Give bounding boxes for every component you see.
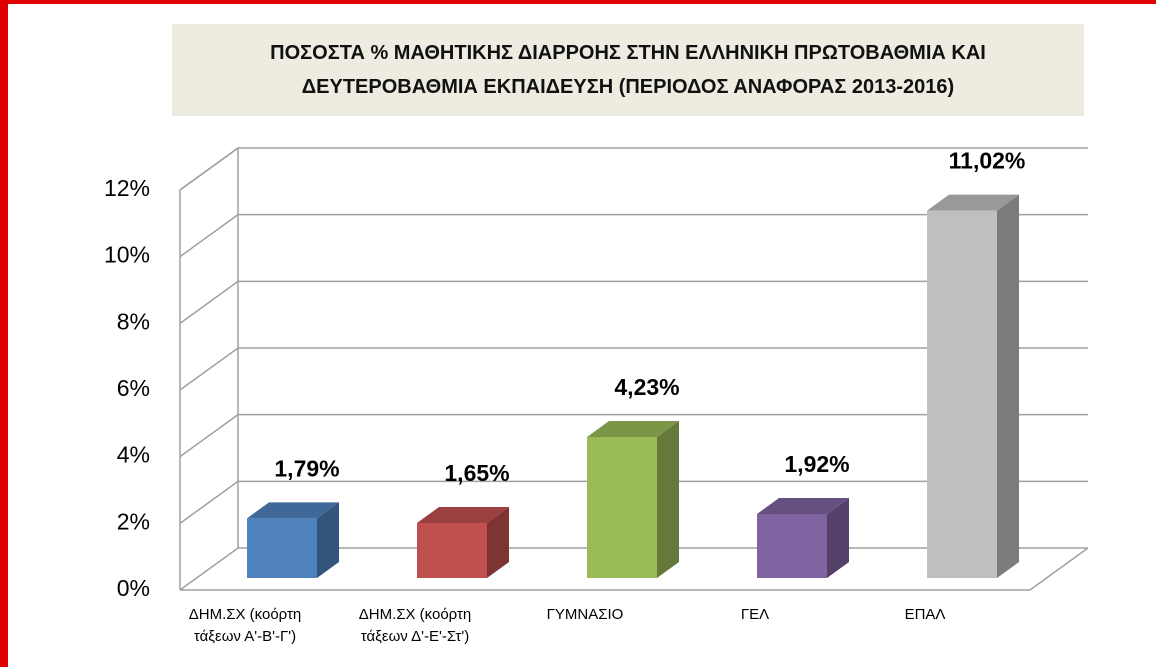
grid-line xyxy=(179,213,1088,258)
bar xyxy=(587,421,679,578)
y-tick-label: 6% xyxy=(117,375,150,401)
value-label: 1,65% xyxy=(444,460,509,486)
value-label: 4,23% xyxy=(614,374,679,400)
bar-top xyxy=(587,421,679,437)
bar-front xyxy=(247,518,317,578)
y-tick-label: 2% xyxy=(117,508,150,534)
x-tick-label: ΕΠΑΛ xyxy=(904,606,946,623)
grid-line xyxy=(179,280,1088,324)
bar-top xyxy=(417,507,509,523)
bar xyxy=(247,502,339,578)
bar-side xyxy=(657,421,679,578)
x-tick-label: ΔΗΜ.ΣΧ (κοόρτη τάξεων Δ'-Ε'-Στ') xyxy=(358,606,472,645)
x-tick-label: ΓΥΜΝΑΣΙΟ xyxy=(546,606,624,623)
bar-side xyxy=(487,507,509,578)
y-tick-label: 8% xyxy=(117,308,150,334)
bar-side xyxy=(827,498,849,578)
value-label: 1,92% xyxy=(784,451,849,477)
bar-front xyxy=(587,437,657,578)
bar-top xyxy=(927,194,1019,211)
bar-top xyxy=(757,498,849,514)
grid-line xyxy=(179,347,1088,391)
chart-title: ΠΟΣΟΣΤΑ % ΜΑΘΗΤΙΚΗΣ ΔΙΑΡΡΟΗΣ ΣΤΗΝ ΕΛΛΗΝΙ… xyxy=(172,24,1084,116)
grid-line xyxy=(179,480,1088,524)
value-label: 11,02% xyxy=(949,148,1026,174)
bar xyxy=(757,498,849,578)
y-tick-label: 10% xyxy=(104,242,150,268)
bar xyxy=(417,507,509,578)
x-tick-label: ΓΕΛ xyxy=(740,606,770,623)
y-tick-label: 12% xyxy=(104,175,150,201)
bar xyxy=(927,194,1019,578)
y-tick-label: 4% xyxy=(117,442,150,468)
grid-line xyxy=(179,147,1088,191)
value-label: 1,79% xyxy=(274,455,339,481)
grid-line xyxy=(179,413,1088,458)
bar-front xyxy=(927,210,997,578)
bar-top xyxy=(247,502,339,519)
floor-edge xyxy=(180,547,1089,591)
bar-side xyxy=(997,194,1019,578)
bar-front xyxy=(757,514,827,578)
y-tick-label: 0% xyxy=(117,575,150,601)
bar-side xyxy=(317,502,339,578)
bar-front xyxy=(417,523,487,578)
x-tick-label: ΔΗΜ.ΣΧ (κοόρτη τάξεων Α'-Β'-Γ') xyxy=(188,606,302,645)
